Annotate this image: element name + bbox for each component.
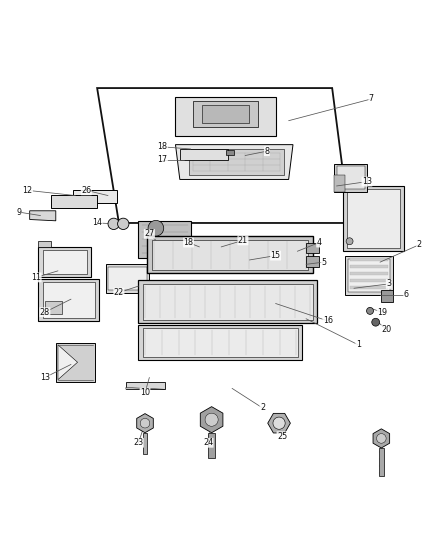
Text: 13: 13 <box>40 373 50 382</box>
Circle shape <box>117 218 129 230</box>
Circle shape <box>372 318 380 326</box>
Circle shape <box>377 434 386 443</box>
Polygon shape <box>43 282 95 318</box>
Polygon shape <box>138 221 191 258</box>
Polygon shape <box>39 279 99 321</box>
Polygon shape <box>350 272 388 275</box>
Text: 27: 27 <box>144 229 155 238</box>
Text: 4: 4 <box>317 238 321 247</box>
Polygon shape <box>45 301 62 314</box>
Polygon shape <box>346 189 400 248</box>
Text: 21: 21 <box>238 236 248 245</box>
Polygon shape <box>137 414 153 433</box>
Polygon shape <box>306 256 319 266</box>
Circle shape <box>346 238 353 245</box>
Text: 28: 28 <box>40 308 50 317</box>
Polygon shape <box>226 150 234 155</box>
Circle shape <box>273 417 285 429</box>
Circle shape <box>148 220 164 236</box>
Polygon shape <box>97 88 350 223</box>
Text: 22: 22 <box>114 288 124 297</box>
Text: 2: 2 <box>260 403 265 413</box>
Text: 10: 10 <box>140 388 150 397</box>
Polygon shape <box>147 236 313 273</box>
Text: 16: 16 <box>323 317 333 326</box>
Polygon shape <box>350 286 388 289</box>
Polygon shape <box>343 186 404 251</box>
Polygon shape <box>348 259 390 292</box>
Polygon shape <box>51 195 97 208</box>
Text: 6: 6 <box>404 290 409 300</box>
Polygon shape <box>43 250 87 274</box>
Circle shape <box>140 418 150 428</box>
Text: 25: 25 <box>277 432 287 441</box>
Polygon shape <box>306 243 319 254</box>
Polygon shape <box>188 149 284 175</box>
Text: 11: 11 <box>31 273 41 282</box>
Polygon shape <box>201 106 250 123</box>
Polygon shape <box>108 266 147 290</box>
Text: 2: 2 <box>417 240 422 249</box>
Text: 13: 13 <box>362 177 372 186</box>
Text: 26: 26 <box>81 186 91 195</box>
Polygon shape <box>350 279 388 282</box>
Text: 17: 17 <box>157 156 167 164</box>
Text: 12: 12 <box>22 186 32 195</box>
Polygon shape <box>176 144 293 180</box>
Polygon shape <box>180 149 228 160</box>
Polygon shape <box>138 280 317 323</box>
Polygon shape <box>58 345 78 379</box>
Polygon shape <box>334 164 367 192</box>
Polygon shape <box>176 97 276 136</box>
Polygon shape <box>39 241 51 247</box>
Polygon shape <box>334 175 345 192</box>
Polygon shape <box>73 190 117 204</box>
Polygon shape <box>143 284 313 320</box>
Circle shape <box>205 413 218 426</box>
Polygon shape <box>208 433 215 458</box>
Text: 7: 7 <box>369 94 374 103</box>
Polygon shape <box>381 290 393 302</box>
Text: 18: 18 <box>184 238 194 247</box>
Polygon shape <box>143 328 298 357</box>
Text: 23: 23 <box>134 438 144 447</box>
Text: 20: 20 <box>381 325 392 334</box>
Text: 18: 18 <box>157 142 167 151</box>
Polygon shape <box>350 265 388 268</box>
Polygon shape <box>30 211 56 221</box>
Polygon shape <box>143 433 148 454</box>
Polygon shape <box>106 264 149 293</box>
Text: 24: 24 <box>203 438 213 447</box>
Polygon shape <box>336 166 365 189</box>
Polygon shape <box>126 382 165 389</box>
Polygon shape <box>138 325 302 360</box>
Polygon shape <box>373 429 390 448</box>
Text: 1: 1 <box>356 341 361 349</box>
Polygon shape <box>196 243 202 248</box>
Text: 8: 8 <box>265 147 269 156</box>
Circle shape <box>108 218 119 230</box>
Text: 5: 5 <box>321 257 326 266</box>
Text: 3: 3 <box>386 279 391 288</box>
Text: 9: 9 <box>16 207 21 216</box>
Text: 15: 15 <box>271 251 281 260</box>
Polygon shape <box>126 387 165 389</box>
Polygon shape <box>39 247 91 277</box>
Polygon shape <box>193 101 258 127</box>
Text: 14: 14 <box>92 219 102 228</box>
Polygon shape <box>350 258 388 261</box>
Polygon shape <box>200 407 223 433</box>
Polygon shape <box>198 241 249 256</box>
Polygon shape <box>152 239 308 270</box>
Circle shape <box>367 308 374 314</box>
Text: 19: 19 <box>377 308 387 317</box>
Polygon shape <box>379 448 384 477</box>
Polygon shape <box>56 343 95 382</box>
Polygon shape <box>345 256 393 295</box>
Polygon shape <box>268 414 290 433</box>
